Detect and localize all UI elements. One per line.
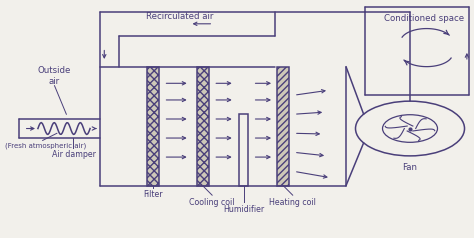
Text: Conditioned space: Conditioned space <box>384 14 465 23</box>
Text: Heating coil: Heating coil <box>269 198 316 207</box>
Text: Fan: Fan <box>402 163 418 172</box>
Bar <box>147 67 159 186</box>
Bar <box>277 67 289 186</box>
Bar <box>239 114 248 186</box>
Text: Filter: Filter <box>143 190 163 199</box>
Text: Cooling coil: Cooling coil <box>190 198 235 207</box>
Text: Recirculated air: Recirculated air <box>146 12 214 21</box>
Text: Outside
air: Outside air <box>38 66 71 86</box>
Bar <box>197 67 209 186</box>
Text: Humidifier: Humidifier <box>223 205 264 214</box>
Text: Air damper: Air damper <box>52 150 95 159</box>
Text: (Fresh atmospheric air): (Fresh atmospheric air) <box>5 143 86 149</box>
